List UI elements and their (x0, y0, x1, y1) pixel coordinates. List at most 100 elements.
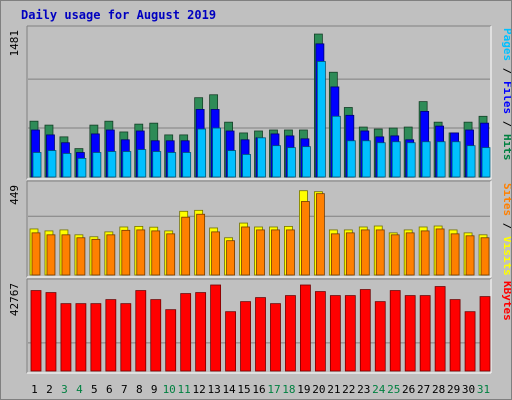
day-label-5: 5 (91, 383, 98, 396)
day-label-16: 16 (252, 383, 265, 396)
hits-panel-series-label-part-1: / (501, 61, 511, 81)
kbytes-panel-bar-kbytes-26 (404, 295, 416, 372)
hits-panel-bar-pages-3 (62, 153, 72, 178)
hits-panel-bar-pages-11 (182, 152, 192, 178)
kbytes-panel-bar-kbytes-25 (389, 290, 401, 372)
day-label-3: 3 (61, 383, 68, 396)
hits-panel-bar-pages-23 (361, 140, 371, 178)
visits-panel-bar-sites-14 (226, 240, 235, 276)
visits-panel-bar-sites-18 (286, 229, 295, 276)
visits-panel-bar-sites-29 (450, 233, 460, 276)
hits-panel-bar-pages-26 (406, 142, 416, 178)
day-label-11: 11 (178, 383, 191, 396)
visits-panel-bar-sites-26 (405, 232, 415, 276)
day-label-21: 21 (327, 383, 340, 396)
visits-panel-bar-sites-20 (315, 193, 325, 276)
hits-panel-bar-pages-19 (302, 146, 311, 178)
kbytes-panel-bar-kbytes-24 (374, 301, 386, 372)
hits-panel-series-label: Pages / Files / Hits (501, 28, 511, 161)
day-label-28: 28 (432, 383, 445, 396)
visits-panel-bar-sites-16 (256, 229, 265, 276)
hits-panel-bar-pages-5 (92, 152, 102, 178)
hits-panel-series-label-part-0: Pages (501, 28, 511, 61)
day-label-20: 20 (312, 383, 325, 396)
hits-panel-ymax-label: 1481 (8, 30, 21, 57)
day-label-7: 7 (121, 383, 128, 396)
visits-panel-bar-sites-15 (241, 226, 250, 276)
visits-panel-series-label-part-1: / (501, 216, 511, 236)
hits-panel-bar-pages-9 (152, 151, 162, 178)
hits-panel-series-label-part-4: Hits (501, 134, 511, 161)
kbytes-panel-bar-kbytes-12 (195, 292, 207, 372)
kbytes-panel-bar-kbytes-3 (60, 303, 72, 372)
visits-panel-bar-sites-1 (31, 232, 41, 276)
day-label-31: 31 (477, 383, 490, 396)
hits-panel-bar-pages-13 (212, 127, 222, 178)
visits-panel-bar-sites-2 (46, 234, 56, 276)
kbytes-panel-bar-kbytes-30 (464, 311, 476, 372)
visits-panel-bar-sites-4 (76, 237, 86, 276)
hits-panel-bar-pages-24 (376, 142, 386, 178)
day-label-13: 13 (207, 383, 220, 396)
visits-panel-bar-sites-9 (151, 230, 161, 276)
day-label-26: 26 (402, 383, 415, 396)
hits-panel-bar-pages-1 (32, 152, 42, 178)
day-label-6: 6 (106, 383, 113, 396)
day-label-9: 9 (151, 383, 158, 396)
day-label-17: 17 (267, 383, 280, 396)
visits-panel-bar-sites-31 (480, 237, 490, 276)
kbytes-panel-bar-kbytes-11 (180, 293, 192, 372)
chart-title: Daily usage for August 2019 (21, 8, 217, 22)
kbytes-panel-bar-kbytes-1 (30, 290, 42, 372)
visits-panel-bar-sites-27 (420, 230, 430, 276)
hits-panel-bar-pages-16 (257, 137, 266, 178)
kbytes-panel-bar-kbytes-31 (479, 296, 491, 372)
visits-panel-bar-sites-7 (121, 229, 131, 276)
kbytes-panel-bar-kbytes-20 (314, 291, 326, 372)
visits-panel-bar-sites-22 (345, 232, 355, 276)
hits-panel-series-label-part-2: Files (501, 81, 511, 114)
day-label-18: 18 (282, 383, 295, 396)
hits-panel-bar-pages-25 (391, 141, 401, 178)
kbytes-panel-bar-kbytes-6 (105, 299, 117, 372)
day-label-1: 1 (31, 383, 38, 396)
hits-panel-bar-pages-14 (227, 150, 236, 178)
kbytes-panel-bar-kbytes-15 (240, 301, 251, 372)
kbytes-panel-bar-kbytes-21 (329, 295, 341, 372)
hits-panel-bar-pages-31 (481, 147, 491, 178)
hits-panel-bar-pages-17 (272, 145, 281, 178)
day-label-24: 24 (372, 383, 386, 396)
kbytes-panel-bar-kbytes-29 (449, 299, 461, 372)
hits-panel-bar-pages-20 (316, 61, 326, 178)
hits-panel-bar-pages-30 (466, 145, 476, 178)
kbytes-panel-series-label: KBytes (501, 281, 511, 321)
kbytes-panel-bar-kbytes-14 (225, 311, 236, 372)
kbytes-panel-bar-kbytes-7 (120, 303, 132, 372)
hits-panel-bar-pages-2 (47, 150, 57, 178)
visits-panel-bar-sites-30 (465, 235, 475, 276)
visits-panel-series-label-part-0: Sites (501, 183, 511, 216)
kbytes-panel-bar-kbytes-18 (285, 295, 296, 372)
kbytes-panel-bar-kbytes-19 (300, 284, 311, 372)
kbytes-panel-bar-kbytes-16 (255, 297, 266, 372)
day-label-14: 14 (222, 383, 236, 396)
hits-panel-bar-pages-15 (242, 154, 251, 178)
kbytes-panel-series-label-part-0: KBytes (501, 281, 511, 321)
day-label-19: 19 (297, 383, 310, 396)
kbytes-panel-bar-kbytes-28 (434, 286, 446, 372)
day-label-25: 25 (387, 383, 400, 396)
hits-panel-bar-pages-7 (122, 151, 132, 178)
visits-panel-bar-sites-5 (91, 238, 101, 276)
hits-panel-bar-pages-21 (331, 115, 341, 178)
visits-panel-bar-sites-10 (166, 233, 176, 276)
visits-panel-bar-sites-8 (136, 229, 146, 276)
visits-panel-ymax-label: 449 (8, 185, 21, 205)
hits-panel-bar-pages-6 (107, 151, 117, 178)
day-label-12: 12 (193, 383, 206, 396)
visits-panel-bar-sites-21 (330, 233, 340, 276)
kbytes-panel-bar-kbytes-8 (135, 290, 147, 372)
hits-panel-bar-pages-18 (287, 147, 296, 178)
hits-panel-bar-pages-22 (346, 140, 356, 178)
